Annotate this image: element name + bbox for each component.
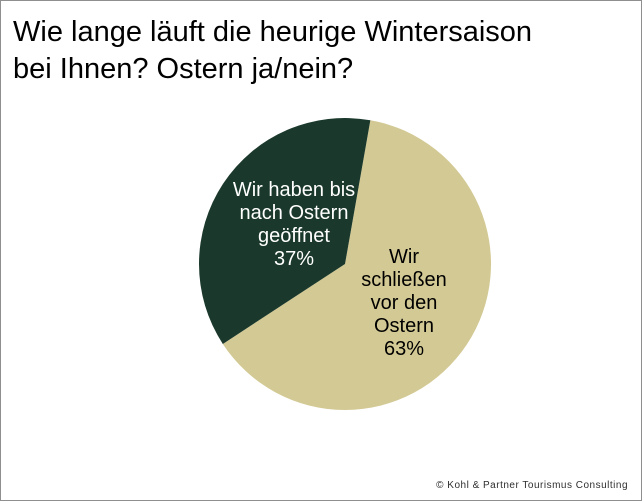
pie-slice-0 — [222, 120, 492, 411]
slice-label-line: Wir — [389, 246, 419, 268]
slice-label-line: Ostern — [373, 315, 435, 337]
slice-value-label: 37% — [273, 248, 315, 270]
chart-title-line-1: Wie lange läuft die heurige Wintersaison — [13, 16, 533, 48]
pie-slice-1 — [199, 118, 371, 344]
slice-label-line: Wir haben bis — [232, 179, 356, 201]
slice-label-line: geöffnet — [258, 225, 330, 247]
slice-value-label: 63% — [383, 338, 425, 360]
slice-label-line: nach Ostern — [239, 202, 349, 224]
chart-title: Wie lange läuft die heurige Wintersaison… — [13, 14, 628, 88]
slice-label-open-after-easter: Wir haben bis nach Ostern geöffnet 37% — [204, 179, 384, 271]
chart-title-line-2: bei Ihnen? Ostern ja/nein? — [13, 53, 354, 85]
slice-label-line: schließen — [361, 269, 447, 291]
copyright: © Kohl & Partner Tourismus Consulting — [436, 480, 628, 491]
slice-label-line: vor den — [370, 292, 438, 314]
slice-label-close-before-easter: Wir schließen vor den Ostern 63% — [334, 246, 474, 361]
